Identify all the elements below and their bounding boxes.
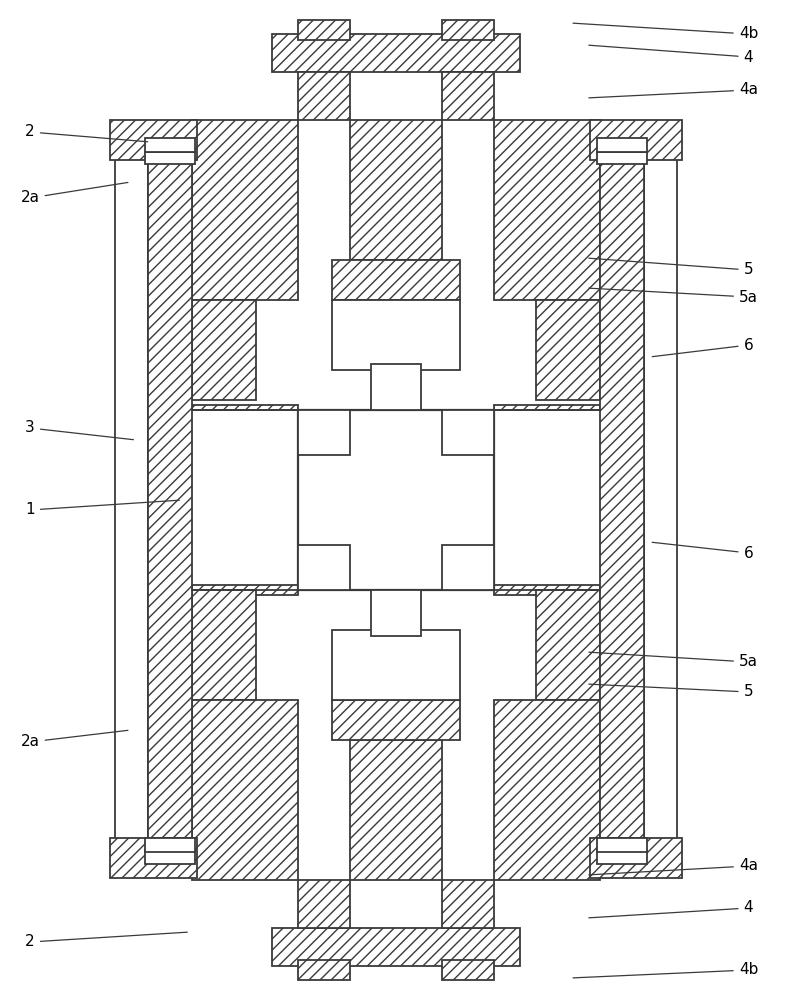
Bar <box>536 300 600 400</box>
Bar <box>590 838 682 878</box>
Bar <box>298 960 350 980</box>
Text: 2a: 2a <box>21 730 128 750</box>
Bar <box>110 120 197 160</box>
Bar <box>332 700 460 740</box>
Bar <box>371 590 421 636</box>
Bar <box>442 545 494 590</box>
Bar <box>192 405 298 410</box>
Text: 5a: 5a <box>589 652 758 670</box>
Bar <box>597 152 647 164</box>
Bar <box>597 138 647 152</box>
Bar <box>272 34 520 72</box>
Bar <box>192 700 298 880</box>
Text: 2: 2 <box>25 124 148 142</box>
Bar <box>145 850 195 864</box>
Bar <box>145 152 195 164</box>
Bar <box>350 740 442 880</box>
Bar <box>298 20 350 40</box>
Text: 2: 2 <box>25 932 188 950</box>
Bar <box>110 838 197 878</box>
Bar <box>298 880 350 928</box>
Bar <box>494 585 600 595</box>
Bar <box>298 545 350 590</box>
Bar <box>597 838 647 852</box>
Bar <box>145 138 195 152</box>
Bar <box>272 928 520 966</box>
Text: 4a: 4a <box>589 83 758 98</box>
Bar <box>597 850 647 864</box>
Text: 5a: 5a <box>589 288 758 304</box>
Bar <box>192 300 256 400</box>
Bar <box>298 410 494 590</box>
Text: 1: 1 <box>25 500 180 518</box>
Bar <box>600 132 644 870</box>
Bar <box>494 700 600 880</box>
Bar <box>145 838 195 852</box>
Bar <box>494 120 600 300</box>
Bar <box>332 300 460 370</box>
Bar <box>298 72 350 120</box>
Bar <box>298 410 350 455</box>
Text: 4b: 4b <box>573 23 758 41</box>
Bar <box>148 132 192 870</box>
Text: 6: 6 <box>652 542 753 560</box>
Bar <box>536 590 600 700</box>
Text: 5: 5 <box>589 684 753 700</box>
Bar <box>192 590 256 700</box>
Bar <box>192 120 298 300</box>
Text: 3: 3 <box>25 420 134 440</box>
Bar <box>590 120 682 160</box>
Bar <box>332 630 460 700</box>
Text: 4: 4 <box>588 45 753 64</box>
Text: 4a: 4a <box>589 858 758 875</box>
Bar <box>442 410 494 455</box>
Bar <box>442 20 494 40</box>
Bar <box>350 120 442 260</box>
Bar <box>442 880 494 928</box>
Bar <box>442 960 494 980</box>
Bar <box>494 405 600 410</box>
Bar <box>192 585 298 595</box>
Bar <box>442 72 494 120</box>
Text: 6: 6 <box>652 338 753 357</box>
Bar <box>332 260 460 300</box>
Bar <box>644 132 677 870</box>
Bar <box>371 364 421 410</box>
Bar <box>115 132 148 870</box>
Text: 4b: 4b <box>573 962 758 978</box>
Text: 2a: 2a <box>21 182 128 206</box>
Text: 5: 5 <box>588 258 753 277</box>
Text: 4: 4 <box>588 900 753 918</box>
